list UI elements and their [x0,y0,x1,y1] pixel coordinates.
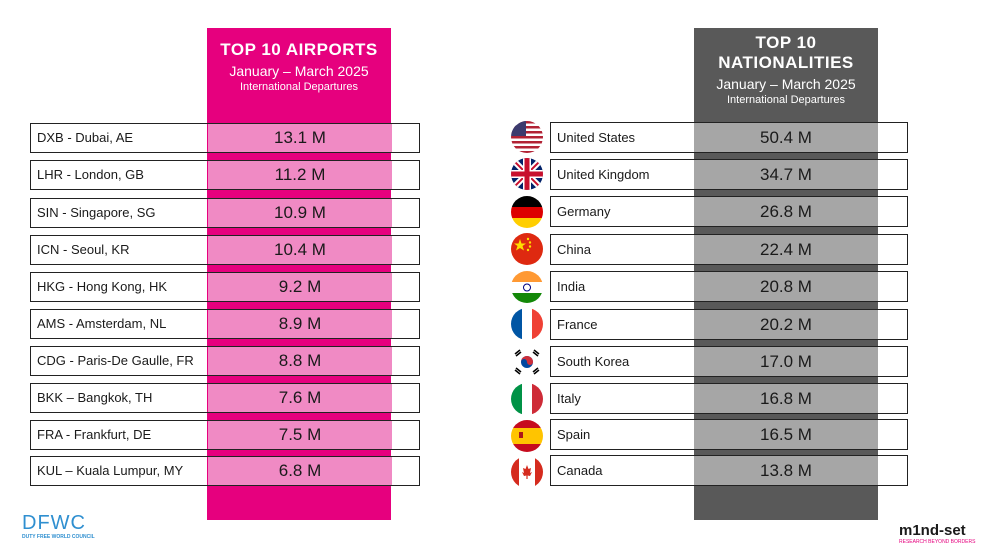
airport-row: BKK – Bangkok, TH 7.6 M [30,383,420,413]
nationality-label: South Korea [557,354,630,369]
canada-flag-icon [511,456,543,488]
airport-row: AMS - Amsterdam, NL 8.9 M [30,309,420,339]
nationality-label: Canada [557,463,603,478]
nationality-value: 34.7 M [694,160,878,189]
nationality-row: Germany 26.8 M [550,196,908,227]
nationality-value: 16.5 M [694,420,878,449]
nationalities-header: TOP 10 NATIONALITIES January – March 202… [694,33,878,107]
airport-row: KUL – Kuala Lumpur, MY 6.8 M [30,456,420,486]
nationalities-title-line1: TOP 10 [755,33,817,52]
nationalities-subtitle: International Departures [726,94,845,106]
airport-row: CDG - Paris-De Gaulle, FR 8.8 M [30,346,420,376]
nationality-row: Italy 16.8 M [550,383,908,414]
nationality-row: Canada 13.8 M [550,455,908,486]
nationality-label: Germany [557,204,611,219]
airport-label: FRA - Frankfurt, DE [37,427,152,442]
airport-label: SIN - Singapore, SG [37,205,156,220]
nationality-row: United States 50.4 M [550,122,908,153]
nationality-label: France [557,317,598,332]
dfwc-logo-caption: DUTY FREE WORLD COUNCIL [22,534,95,540]
nationality-row: France 20.2 M [550,309,908,340]
germany-flag-icon [511,196,543,228]
nationalities-title-line2: NATIONALITIES [718,53,854,72]
nationality-value: 26.8 M [694,197,878,226]
nationality-label: United States [557,130,636,145]
airport-row: FRA - Frankfurt, DE 7.5 M [30,420,420,450]
airport-value: 10.4 M [208,236,392,264]
dfwc-logo: DFWC DUTY FREE WORLD COUNCIL [22,512,95,541]
nationality-label: United Kingdom [557,167,650,182]
airport-value: 13.1 M [208,124,392,152]
airport-label: BKK – Bangkok, TH [37,390,153,405]
nationality-value: 20.2 M [694,310,878,339]
us-flag-icon [511,121,543,153]
nationality-row: United Kingdom 34.7 M [550,159,908,190]
mindset-logo-text: m1nd-set [899,522,966,539]
nationality-label: Spain [557,427,591,442]
airport-label: AMS - Amsterdam, NL [37,316,167,331]
france-flag-icon [511,308,543,340]
nationality-label: India [557,279,586,294]
airport-row: LHR - London, GB 11.2 M [30,160,420,190]
airport-value: 7.5 M [208,421,392,449]
airport-row: HKG - Hong Kong, HK 9.2 M [30,272,420,302]
airports-period: January – March 2025 [229,63,369,79]
airport-row: SIN - Singapore, SG 10.9 M [30,198,420,228]
airport-label: KUL – Kuala Lumpur, MY [37,463,184,478]
mindset-logo: m1nd-set RESEARCH BEYOND BORDERS [899,522,976,546]
nationality-value: 50.4 M [694,123,878,152]
airport-row: ICN - Seoul, KR 10.4 M [30,235,420,265]
airports-subtitle: International Departures [239,81,358,93]
airport-value: 8.8 M [208,347,392,375]
nationality-row: Spain 16.5 M [550,419,908,450]
nationality-value: 17.0 M [694,347,878,376]
spain-flag-icon [511,420,543,452]
airports-header: TOP 10 AIRPORTS January – March 2025 Int… [207,40,391,94]
airport-label: CDG - Paris-De Gaulle, FR [37,353,194,368]
airports-title: TOP 10 AIRPORTS [220,40,378,59]
nationality-value: 20.8 M [694,272,878,301]
uk-flag-icon [511,158,543,190]
italy-flag-icon [511,383,543,415]
nationality-row: India 20.8 M [550,271,908,302]
nationality-label: Italy [557,391,581,406]
airport-label: LHR - London, GB [37,167,144,182]
india-flag-icon [511,271,543,303]
airport-value: 6.8 M [208,457,392,485]
dfwc-logo-text: DFWC [22,512,86,534]
south-korea-flag-icon [511,346,543,378]
nationality-label: China [557,242,591,257]
nationality-value: 13.8 M [694,456,878,485]
airport-value: 10.9 M [208,199,392,227]
nationality-row: China 22.4 M [550,234,908,265]
airport-label: DXB - Dubai, AE [37,130,134,145]
airport-label: ICN - Seoul, KR [37,242,130,257]
nationality-value: 22.4 M [694,235,878,264]
airport-value: 9.2 M [208,273,392,301]
nationalities-period: January – March 2025 [716,76,856,92]
nationality-value: 16.8 M [694,384,878,413]
airport-label: HKG - Hong Kong, HK [37,279,168,294]
china-flag-icon [511,233,543,265]
airport-value: 11.2 M [208,161,392,189]
airport-value: 8.9 M [208,310,392,338]
airport-row: DXB - Dubai, AE 13.1 M [30,123,420,153]
airport-value: 7.6 M [208,384,392,412]
mindset-logo-caption: RESEARCH BEYOND BORDERS [899,539,976,545]
nationality-row: South Korea 17.0 M [550,346,908,377]
